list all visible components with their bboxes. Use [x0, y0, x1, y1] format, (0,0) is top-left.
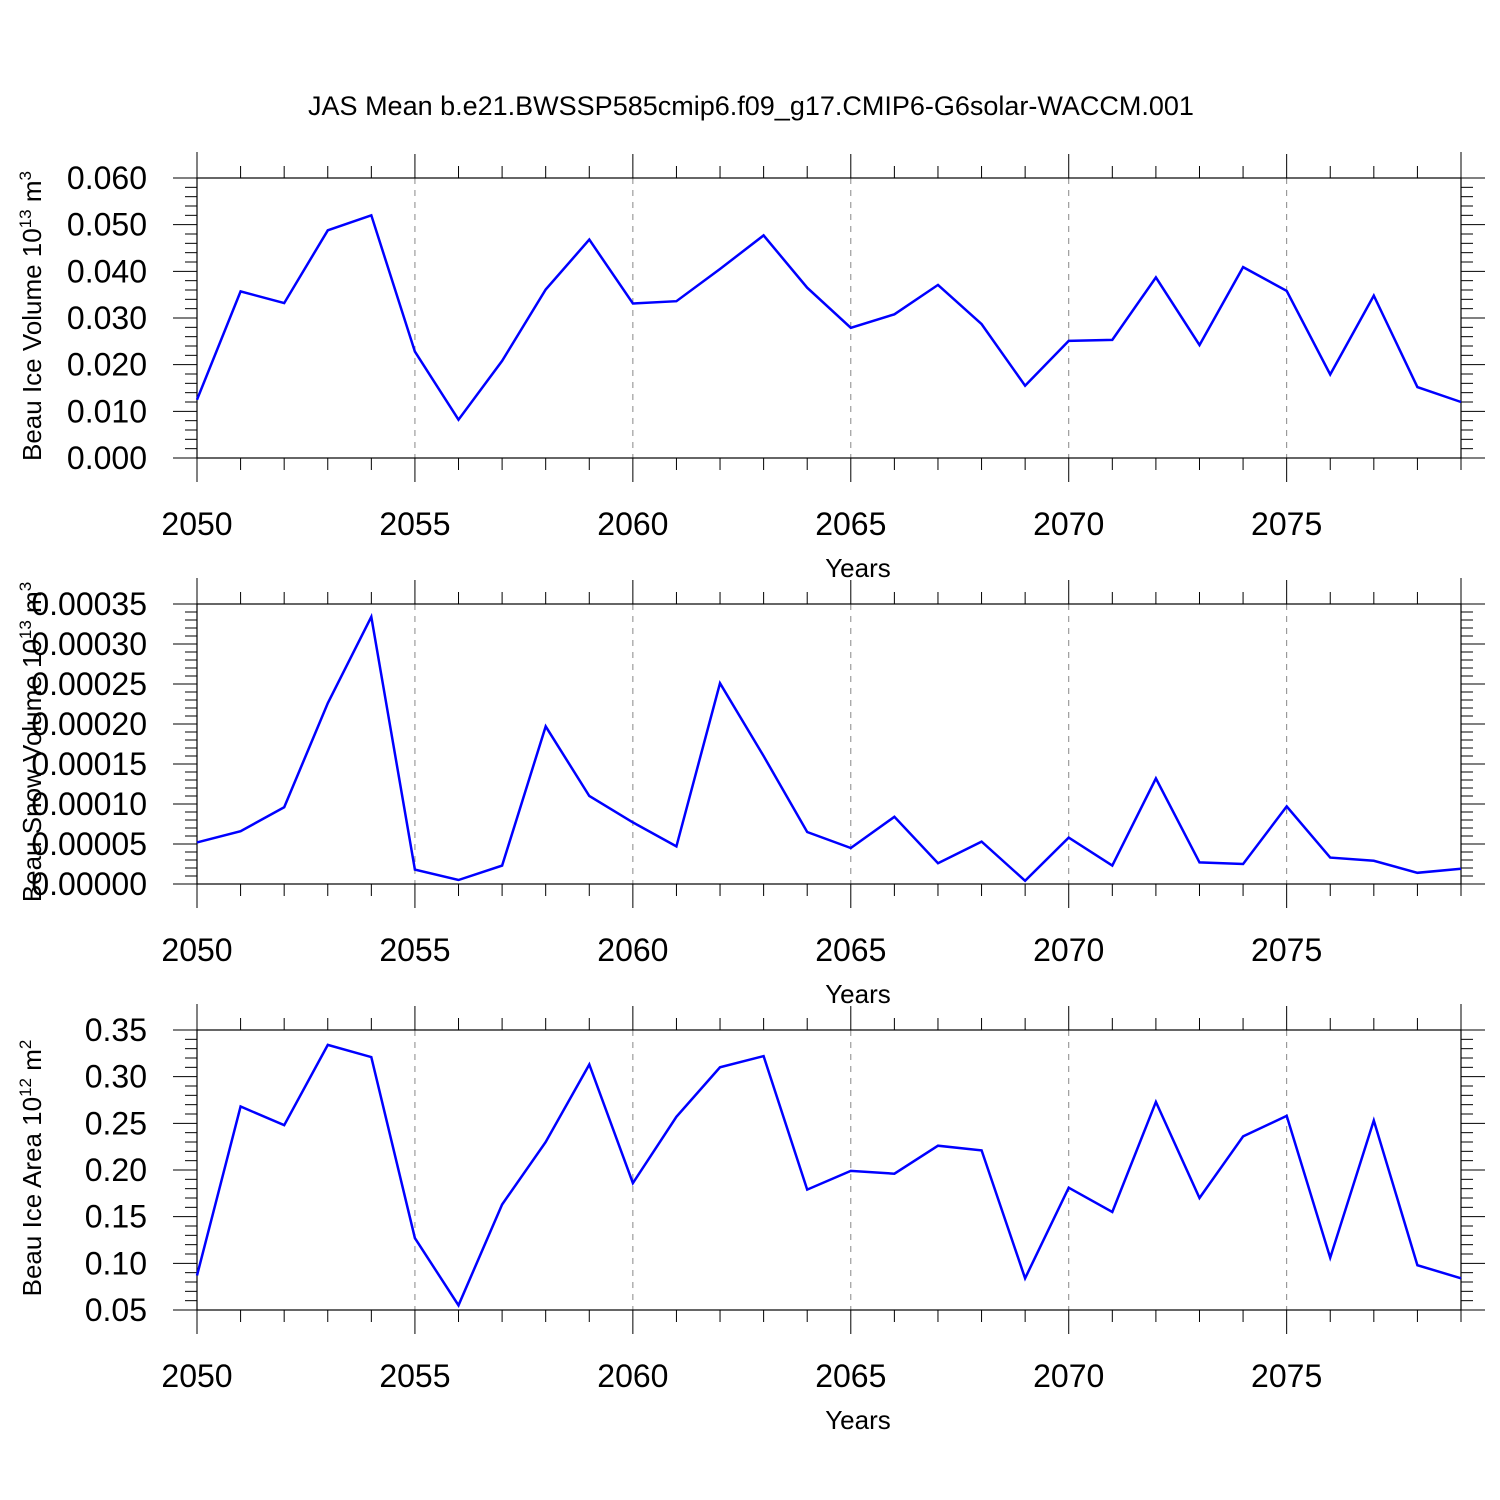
panel-1-x-axis-label: Years: [825, 553, 891, 583]
panel-3-series-line: [195, 1043, 1462, 1308]
panel-2-x-tick-label: 2070: [1033, 932, 1104, 968]
panel-3-x-tick-label: 2070: [1033, 1358, 1104, 1394]
panel-2-x-tick-label: 2050: [161, 932, 232, 968]
panel-2-y-tick-label: 0.00035: [31, 586, 147, 622]
panel-3-frame: [196, 1029, 1462, 1311]
panel-1-x-tick-label: 2075: [1251, 506, 1322, 542]
panel-3: 0.05 0.10 0.15 0.20 0.25 0.30 0.35 2050 2055 2060…: [16, 1004, 1485, 1435]
panel-1-series-line: [195, 213, 1462, 422]
panel-1-x-tick-label: 2060: [597, 506, 668, 542]
panel-2-y-tick-label: 0.00020: [31, 706, 147, 742]
panel-2-y-tick-label: 0.00010: [31, 786, 147, 822]
panel-1-y-tick-label: 0.010: [67, 393, 147, 429]
panel-3-y-tick-label: 0.10: [85, 1245, 147, 1281]
panel-3-y-tick-label: 0.20: [85, 1152, 147, 1188]
panel-2-y-axis-label: Beau Snow Volume 1013 m3: [16, 582, 47, 902]
panel-1-x-tick-label: 2050: [161, 506, 232, 542]
panel-1-x-tick-label: 2055: [379, 506, 450, 542]
panel-3-x-tick-label: 2060: [597, 1358, 668, 1394]
panel-1-x-tick-label: 2065: [815, 506, 886, 542]
panel-2-series-line: [196, 612, 1462, 883]
panel-2-x-axis-label: Years: [825, 979, 891, 1009]
panel-2: 0.00000 0.00005 0.00010 0.00015 0.00020 0.000…: [16, 578, 1485, 1009]
panel-2-x-tick-label: 2060: [597, 932, 668, 968]
panel-2-y-tick-label: 0.00025: [31, 666, 147, 702]
panel-2-x-tick-label: 2055: [379, 932, 450, 968]
panel-3-x-axis-label: Years: [825, 1405, 891, 1435]
figure-title: JAS Mean b.e21.BWSSP585cmip6.f09_g17.CMI…: [308, 91, 1194, 121]
panel-3-y-tick-label: 0.35: [85, 1012, 147, 1048]
panel-2-x-tick-label: 2065: [815, 932, 886, 968]
panel-1-x-tick-label: 2070: [1033, 506, 1104, 542]
panel-2-x-tick-label: 2075: [1251, 932, 1322, 968]
panel-3-y-tick-label: 0.05: [85, 1292, 147, 1328]
panel-3-y-axis-label: Beau Ice Area 1012 m2: [16, 1040, 47, 1297]
panel-2-frame: [196, 603, 1462, 885]
panel-3-y-tick-label: 0.15: [85, 1199, 147, 1235]
panel-3-x-tick-label: 2055: [379, 1358, 450, 1394]
panel-3-x-tick-label: 2075: [1251, 1358, 1322, 1394]
panel-2-y-tick-label: 0.00005: [31, 826, 147, 862]
panel-1-y-tick-label: 0.030: [67, 300, 147, 336]
panel-1-frame: [196, 177, 1462, 459]
panel-1-y-tick-label: 0.020: [67, 347, 147, 383]
panel-3-y-tick-label: 0.25: [85, 1105, 147, 1141]
panel-1-y-tick-label: 0.040: [67, 253, 147, 289]
panels: 0.000 0.010 0.020 0.030 0.040 0.050 0.060 2050 2…: [16, 152, 1485, 1435]
panel-1-y-tick-label: 0.060: [67, 160, 147, 196]
panel-1-y-axis-label: Beau Ice Volume 1013 m3: [16, 171, 47, 461]
panel-1-y-tick-label: 0.000: [67, 440, 147, 476]
panel-2-y-tick-label: 0.00015: [31, 746, 147, 782]
panel-1: 0.000 0.010 0.020 0.030 0.040 0.050 0.060 2050 2…: [16, 152, 1485, 583]
panel-1-y-tick-label: 0.050: [67, 207, 147, 243]
panel-2-y-tick-label: 0.00000: [31, 866, 147, 902]
panel-3-x-tick-label: 2065: [815, 1358, 886, 1394]
panel-3-y-tick-label: 0.30: [85, 1059, 147, 1095]
panel-3-x-tick-label: 2050: [161, 1358, 232, 1394]
panel-2-y-tick-label: 0.00030: [31, 626, 147, 662]
